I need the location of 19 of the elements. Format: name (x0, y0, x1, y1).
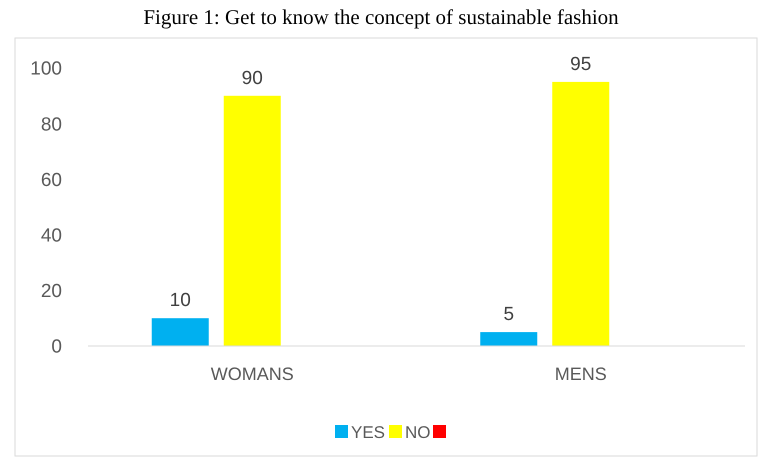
y-tick-label: 60 (40, 170, 62, 191)
chart-title: Figure 1: Get to know the concept of sustainable fashion (143, 5, 620, 29)
bar (480, 332, 538, 346)
data-label: 5 (503, 304, 514, 326)
data-label: 90 (242, 68, 263, 89)
y-tick-label: 80 (40, 114, 62, 136)
bar (224, 96, 281, 346)
x-tick-label: MENS (554, 364, 607, 384)
y-tick-label: 40 (40, 225, 62, 246)
legend-label: NO (405, 422, 430, 442)
y-tick-label: 100 (30, 58, 62, 80)
legend-label: YES (351, 422, 386, 442)
y-tick-label: 20 (40, 281, 62, 302)
bar (152, 318, 209, 346)
data-label: 95 (570, 54, 592, 75)
data-label: 10 (170, 290, 191, 312)
x-tick-label: WOMANS (210, 364, 294, 384)
y-tick-label: 0 (51, 336, 62, 358)
bar (552, 82, 610, 346)
